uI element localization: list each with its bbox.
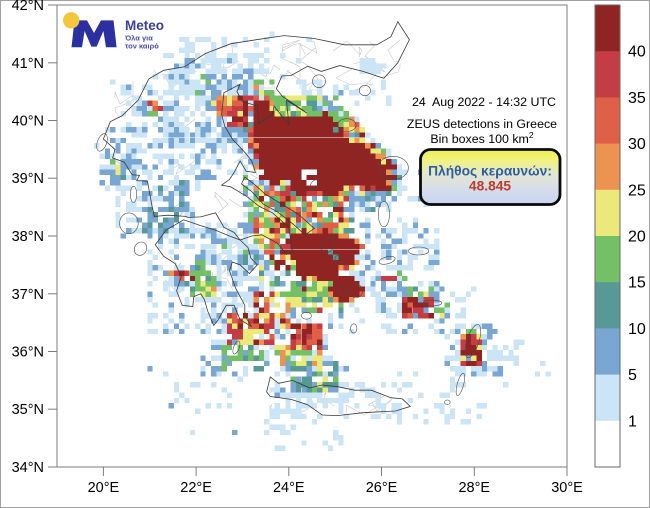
svg-text:10: 10 — [628, 321, 646, 338]
svg-text:35°N: 35°N — [12, 402, 44, 418]
svg-text:Πλήθος κεραυνών:: Πλήθος κεραυνών: — [428, 164, 552, 179]
svg-text:26°E: 26°E — [366, 480, 398, 496]
svg-text:ZEUS detections in Greece: ZEUS detections in Greece — [407, 117, 557, 131]
svg-text:39°N: 39°N — [12, 171, 44, 187]
svg-text:5: 5 — [628, 367, 637, 384]
svg-text:30: 30 — [628, 136, 646, 153]
svg-text:42°N: 42°N — [12, 0, 44, 14]
svg-text:38°N: 38°N — [12, 229, 44, 245]
svg-text:Όλα για: Όλα για — [124, 34, 153, 43]
svg-text:40°N: 40°N — [12, 114, 44, 130]
svg-text:24 Aug 2022 - 14:32 UTC: 24 Aug 2022 - 14:32 UTC — [412, 95, 556, 109]
svg-text:48.845: 48.845 — [469, 179, 512, 194]
svg-text:34°N: 34°N — [12, 460, 44, 476]
svg-text:Meteo: Meteo — [125, 18, 164, 33]
svg-text:τον καιρό: τον καιρό — [125, 42, 159, 51]
svg-text:37°N: 37°N — [12, 287, 44, 303]
svg-text:20°E: 20°E — [88, 480, 120, 496]
svg-text:22°E: 22°E — [180, 480, 212, 496]
svg-text:24°E: 24°E — [273, 480, 305, 496]
svg-text:20: 20 — [628, 229, 646, 246]
svg-text:Bin boxes 100 km2: Bin boxes 100 km2 — [430, 130, 534, 146]
svg-text:30°E: 30°E — [551, 480, 583, 496]
svg-text:36°N: 36°N — [12, 345, 44, 361]
svg-text:35: 35 — [628, 90, 646, 107]
svg-text:1: 1 — [628, 413, 637, 430]
svg-text:15: 15 — [628, 275, 646, 292]
svg-text:28°E: 28°E — [458, 480, 490, 496]
svg-text:40: 40 — [628, 44, 646, 61]
svg-text:25: 25 — [628, 182, 646, 199]
svg-text:41°N: 41°N — [12, 56, 44, 72]
